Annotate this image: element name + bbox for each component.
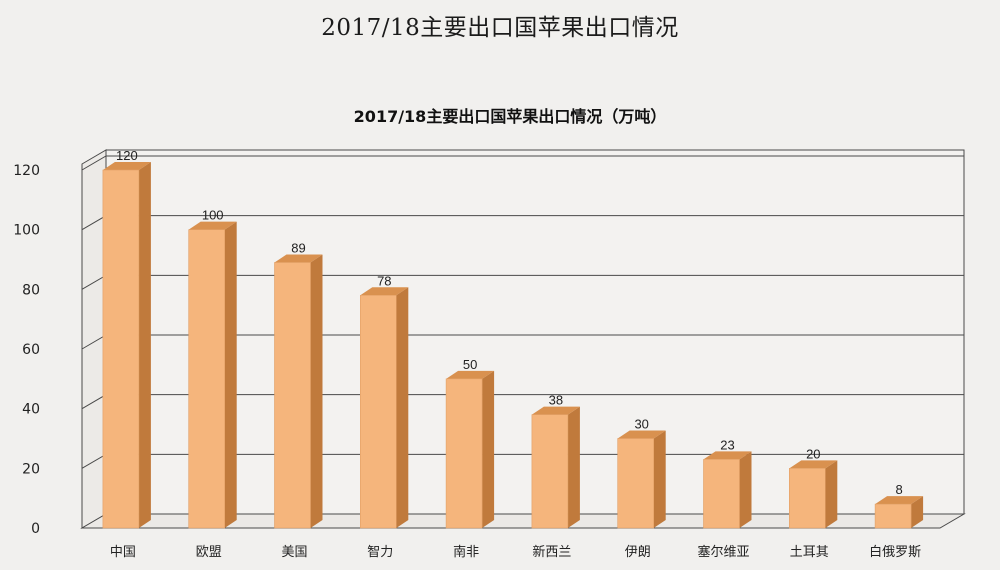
y-axis: 0 20 40 60 80 100 120: [13, 163, 40, 537]
bar-塞尔维亚: 23: [703, 437, 752, 529]
y-tick-label: 80: [22, 282, 40, 298]
bar-top: [617, 430, 666, 439]
data-label: 20: [806, 446, 820, 461]
bar-top: [188, 221, 237, 230]
bar-top: [446, 370, 495, 379]
data-label: 89: [291, 240, 305, 255]
bar-front: [102, 169, 140, 529]
bar-front: [445, 378, 483, 529]
y-tick-label: 120: [13, 163, 40, 179]
bar-front: [359, 294, 397, 529]
data-label: 38: [549, 393, 563, 408]
x-tick-label: 白俄罗斯: [869, 544, 921, 560]
y-tick-label: 20: [22, 461, 40, 477]
bars: 120 100 89 78 50 38 30 23 20 8: [102, 148, 924, 529]
bar-side: [138, 162, 151, 528]
bar-side: [825, 460, 838, 528]
x-tick-label: 土耳其: [790, 545, 829, 560]
bar-top: [274, 254, 323, 263]
data-label: 30: [634, 417, 648, 432]
bar-伊朗: 30: [617, 417, 666, 529]
data-label: 100: [202, 208, 224, 223]
data-label: 50: [463, 357, 477, 372]
bar-欧盟: 100: [188, 208, 237, 529]
bar-front: [874, 503, 912, 529]
bar-白俄罗斯: 8: [874, 482, 924, 529]
bar-side: [739, 451, 752, 528]
x-tick-label: 伊朗: [625, 545, 651, 560]
bar-front: [188, 229, 225, 529]
bar-top: [360, 287, 409, 296]
bar-side: [310, 254, 323, 528]
bar-front: [788, 468, 826, 529]
bar-top: [703, 451, 752, 460]
x-tick-label: 中国: [110, 545, 136, 560]
y-tick-label: 60: [22, 342, 40, 358]
x-tick-label: 南非: [453, 544, 479, 560]
bar-智力: 78: [359, 273, 409, 529]
chart-title: 2017/18主要出口国苹果出口情况（万吨）: [354, 107, 667, 126]
bar-side: [224, 221, 237, 528]
bar-南非: 50: [445, 357, 495, 529]
data-label: 23: [720, 437, 734, 452]
y-tick-label: 40: [22, 402, 40, 418]
x-tick-label: 欧盟: [196, 545, 222, 560]
x-tick-label: 智力: [367, 545, 393, 560]
x-tick-label: 新西兰: [532, 544, 571, 560]
bar-side: [911, 496, 924, 528]
bar-front: [274, 262, 311, 529]
side-wall: [81, 149, 107, 529]
data-label: 8: [895, 482, 902, 497]
bar-side: [396, 287, 409, 528]
bar-土耳其: 20: [788, 446, 838, 529]
bar-新西兰: 38: [531, 393, 580, 529]
bar-side: [567, 406, 580, 528]
bar-中国: 120: [102, 148, 151, 529]
bar-top: [531, 406, 580, 415]
x-tick-label: 塞尔维亚: [697, 544, 749, 560]
bar-top: [789, 460, 838, 469]
x-tick-label: 美国: [281, 545, 307, 560]
y-tick-label: 0: [31, 521, 40, 537]
bar-front: [531, 414, 569, 529]
bar-front: [617, 438, 655, 529]
x-axis: 中国 欧盟 美国 智力 南非 新西兰 伊朗 塞尔维亚 土耳其 白俄罗斯: [110, 544, 921, 560]
data-label: 78: [377, 273, 391, 288]
bar-top: [102, 162, 151, 170]
bar-front: [703, 459, 740, 529]
gridline: [81, 155, 964, 171]
bar-side: [482, 370, 495, 528]
y-tick-label: 100: [13, 223, 40, 239]
bar-side: [653, 430, 666, 528]
page-title: 2017/18主要出口国苹果出口情况: [321, 15, 679, 41]
data-label: 120: [116, 148, 138, 163]
bar-top: [875, 496, 924, 505]
bar-美国: 89: [274, 240, 323, 529]
